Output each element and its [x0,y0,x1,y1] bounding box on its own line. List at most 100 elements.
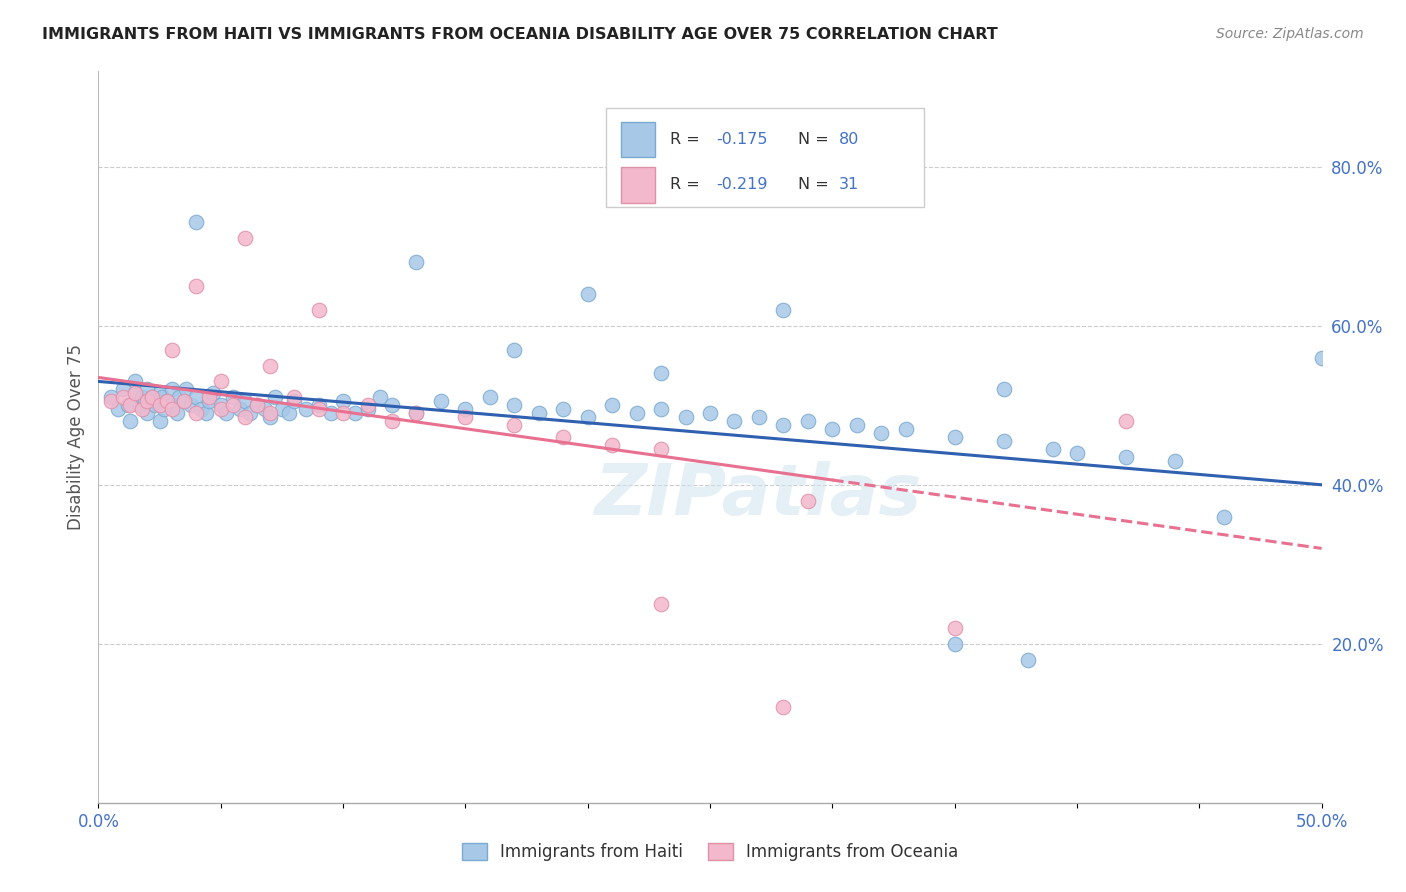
Point [503,398,526,412]
Point [332,394,354,409]
Point [149,386,172,401]
Point [120,414,142,428]
Point [253,402,276,417]
Point [356,402,378,417]
Point [233,231,256,245]
Point [845,418,868,433]
Point [107,402,129,417]
Text: N =: N = [799,178,834,193]
Point [259,406,281,420]
Point [553,430,575,444]
Point [553,402,575,417]
Point [1066,446,1088,460]
Point [229,402,252,417]
Point [160,343,183,357]
Point [149,414,172,428]
Point [209,402,232,417]
Point [186,406,208,420]
Point [943,621,966,635]
Point [278,406,301,420]
Point [283,390,305,404]
Point [160,398,183,412]
Point [153,402,176,417]
Y-axis label: Disability Age Over 75: Disability Age Over 75 [66,344,84,530]
Point [344,406,367,420]
Point [748,136,770,150]
Point [1115,450,1137,464]
Point [131,402,153,417]
Text: 31: 31 [838,178,859,193]
Point [381,398,404,412]
Point [797,493,820,508]
Point [176,383,198,397]
Point [173,394,195,409]
Point [167,390,190,404]
Point [117,398,139,412]
Point [246,398,269,412]
Point [576,410,599,425]
Point [222,398,245,412]
Point [134,394,156,409]
Point [993,383,1015,397]
Point [576,287,599,301]
Point [405,406,427,420]
Text: Source: ZipAtlas.com: Source: ZipAtlas.com [1216,27,1364,41]
Point [214,406,236,420]
Point [772,700,794,714]
Point [190,402,212,417]
Point [143,398,166,412]
Point [650,442,672,456]
Point [136,394,159,409]
Point [129,398,152,412]
FancyBboxPatch shape [620,168,655,202]
Point [1017,653,1039,667]
Point [626,406,648,420]
Point [381,414,404,428]
Text: ZIPatlas: ZIPatlas [595,461,922,530]
Point [503,343,526,357]
Text: N =: N = [799,132,834,147]
Point [150,390,173,404]
Point [124,375,146,389]
Point [195,406,218,420]
Text: -0.219: -0.219 [716,178,768,193]
Point [1042,442,1064,456]
Point [209,398,232,412]
Point [124,386,146,401]
Point [111,383,134,397]
Point [136,406,159,420]
Text: R =: R = [669,132,704,147]
Point [478,390,501,404]
Point [1310,351,1333,365]
Point [160,383,183,397]
Point [748,410,770,425]
Point [141,390,163,404]
Point [1212,509,1234,524]
Point [699,406,721,420]
Point [233,410,256,425]
Point [308,302,330,317]
Point [131,390,153,404]
Point [650,597,672,611]
Point [270,402,294,417]
Point [239,406,262,420]
Point [186,390,208,404]
Point [233,394,256,409]
Point [308,402,330,417]
Point [600,398,623,412]
Point [246,398,269,412]
Legend: Immigrants from Haiti, Immigrants from Oceania: Immigrants from Haiti, Immigrants from O… [456,836,965,868]
Point [1115,414,1137,428]
Point [180,398,202,412]
Point [870,426,893,441]
Point [111,390,134,404]
Point [295,402,318,417]
Point [405,406,427,420]
Point [600,438,623,452]
Point [454,410,477,425]
FancyBboxPatch shape [620,122,655,157]
Point [797,414,820,428]
Point [160,402,183,417]
Point [186,215,208,229]
Point [197,394,219,409]
